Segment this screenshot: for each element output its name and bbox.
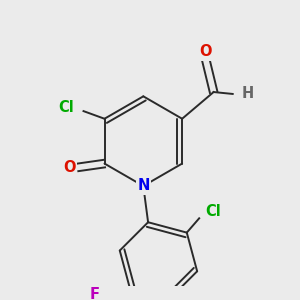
Text: O: O [63, 160, 76, 175]
Text: Cl: Cl [206, 204, 221, 219]
Text: Cl: Cl [58, 100, 74, 115]
Text: H: H [242, 86, 254, 101]
Text: N: N [137, 178, 149, 194]
Text: O: O [200, 44, 212, 59]
Text: F: F [90, 286, 100, 300]
